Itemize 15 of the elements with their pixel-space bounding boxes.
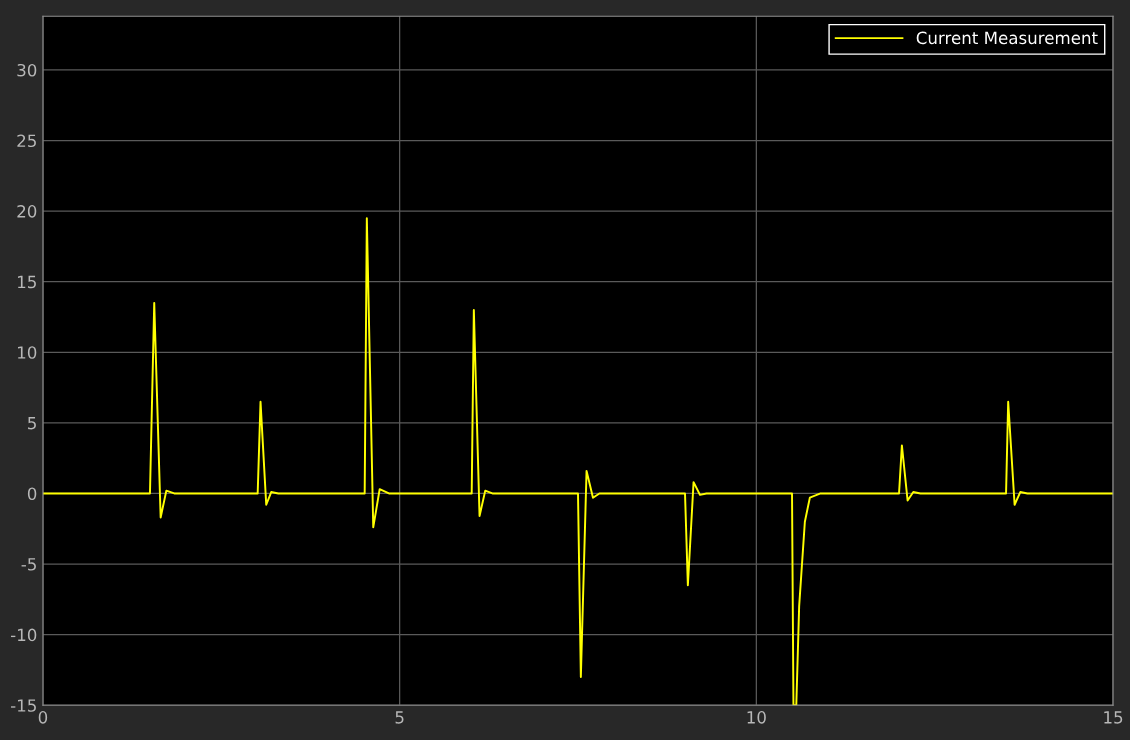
x-tick-label: 10 bbox=[747, 711, 766, 724]
y-tick-label: 25 bbox=[17, 134, 36, 148]
x-tick-label: 5 bbox=[395, 711, 404, 724]
y-tick-label: -15 bbox=[10, 699, 36, 712]
y-tick-label: 5 bbox=[28, 417, 36, 430]
y-tick-label: -5 bbox=[21, 558, 36, 571]
legend-label: Current Measurement bbox=[916, 31, 1098, 45]
y-tick-label: 15 bbox=[18, 275, 36, 289]
x-tick-label: 0 bbox=[38, 711, 48, 724]
x-tick-label: 15 bbox=[1104, 711, 1123, 724]
y-tick-label: 0 bbox=[27, 487, 37, 501]
y-tick-label: 20 bbox=[17, 205, 37, 218]
y-tick-label: -10 bbox=[10, 628, 37, 642]
y-tick-label: 10 bbox=[18, 346, 37, 359]
y-tick-label: 30 bbox=[17, 63, 37, 77]
